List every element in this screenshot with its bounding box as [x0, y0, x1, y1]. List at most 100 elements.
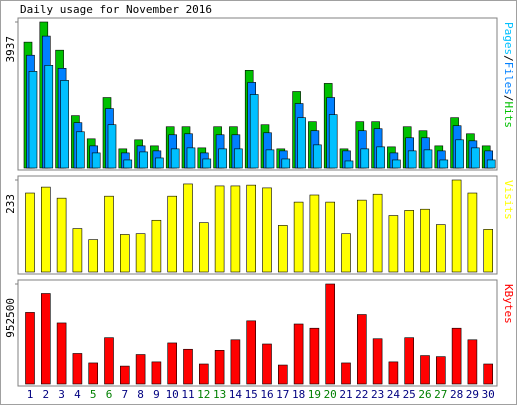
bar	[309, 194, 320, 273]
bar	[183, 183, 193, 273]
x-tick-label: 24	[387, 388, 401, 401]
legend-separator: /	[502, 95, 515, 102]
x-tick-label: 4	[74, 388, 81, 401]
bar	[262, 187, 272, 273]
bar	[25, 192, 35, 273]
legend-separator: /	[502, 55, 515, 62]
x-tick-label: 9	[153, 388, 160, 401]
x-tick-label: 13	[213, 388, 226, 401]
bar	[88, 239, 98, 273]
bar	[325, 283, 336, 385]
x-tick-label: 26	[418, 388, 431, 401]
bar	[218, 148, 227, 169]
bar	[262, 343, 272, 385]
x-tick-label: 5	[90, 388, 97, 401]
bar	[297, 117, 306, 169]
x-tick-label: 23	[371, 388, 384, 401]
bar	[186, 147, 196, 169]
bar	[388, 215, 399, 273]
x-tick-label: 12	[197, 388, 210, 401]
x-tick-label: 21	[339, 388, 352, 401]
bar	[451, 327, 462, 385]
x-tick-label: 15	[245, 388, 258, 401]
bar	[104, 337, 114, 385]
x-tick-label: 30	[482, 388, 495, 401]
bar	[423, 149, 433, 169]
y-tick-label: 952500	[4, 298, 17, 338]
bar	[246, 320, 256, 385]
bar	[376, 146, 385, 169]
x-tick-label: 11	[181, 388, 194, 401]
bar	[309, 327, 320, 385]
bar	[439, 159, 449, 169]
x-tick-label: 6	[106, 388, 113, 401]
bar	[25, 312, 35, 385]
y-tick-label: 3937	[4, 36, 17, 63]
x-tick-label: 29	[466, 388, 479, 401]
bar	[293, 201, 304, 273]
bar	[467, 339, 478, 385]
bar	[420, 355, 430, 385]
bar	[40, 186, 51, 273]
x-tick-label: 28	[450, 388, 463, 401]
bar	[60, 80, 69, 169]
x-tick-label: 25	[403, 388, 416, 401]
bar	[56, 322, 67, 385]
bar	[199, 222, 209, 273]
x-tick-label: 16	[260, 388, 273, 401]
bar	[483, 363, 494, 385]
bar	[202, 158, 212, 169]
bar	[230, 185, 241, 273]
legend: Visits	[502, 180, 515, 220]
bar	[170, 148, 180, 169]
legend-entry: Files	[502, 62, 515, 95]
bar	[388, 361, 399, 385]
bar	[372, 338, 383, 385]
bar	[325, 201, 336, 273]
chart-title: Daily usage for November 2016	[20, 3, 212, 16]
bar	[451, 179, 462, 273]
bar	[277, 364, 288, 385]
bar	[483, 229, 494, 273]
x-tick-label: 17	[276, 388, 289, 401]
bar	[455, 139, 464, 169]
x-tick-label: 1	[27, 388, 34, 401]
bar	[471, 147, 480, 169]
bar	[328, 114, 338, 169]
x-tick-label: 20	[324, 388, 337, 401]
bar	[313, 144, 322, 169]
bar	[293, 323, 304, 385]
bar	[356, 199, 367, 273]
bar	[486, 159, 496, 169]
bar	[281, 158, 291, 169]
legend-entry: Hits	[502, 102, 515, 129]
bar	[44, 65, 54, 169]
legend-entry: Pages	[502, 22, 515, 55]
bar	[344, 160, 354, 169]
bar	[249, 94, 259, 169]
legend: Pages/Files/Hits	[502, 22, 515, 128]
x-tick-label: 2	[42, 388, 49, 401]
bar	[40, 293, 51, 385]
bar	[91, 152, 101, 169]
bar	[104, 195, 114, 273]
bar	[120, 234, 130, 273]
bar	[360, 148, 370, 169]
x-tick-label: 27	[434, 388, 447, 401]
bar	[372, 193, 383, 273]
bar	[277, 225, 288, 273]
bar	[404, 210, 415, 273]
bar	[135, 354, 146, 385]
x-tick-label: 10	[166, 388, 179, 401]
bar	[139, 151, 148, 169]
bar	[214, 185, 225, 273]
bar	[151, 361, 162, 385]
bar	[435, 356, 446, 385]
bar	[420, 208, 430, 273]
bar	[135, 233, 146, 273]
bar	[435, 224, 446, 273]
x-tick-label: 8	[137, 388, 144, 401]
bar	[88, 362, 98, 385]
bar	[72, 353, 83, 385]
